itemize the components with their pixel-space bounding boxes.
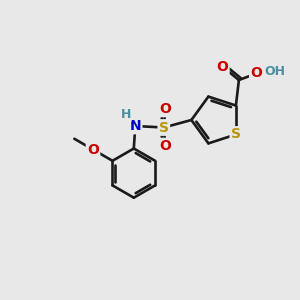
Text: O: O [159,139,171,153]
Text: O: O [159,102,171,116]
Text: O: O [217,59,228,74]
Text: O: O [87,142,99,157]
Text: OH: OH [265,65,286,78]
Text: H: H [121,108,131,121]
Text: S: S [231,128,241,142]
Text: N: N [130,119,141,133]
Text: O: O [250,66,262,80]
Text: S: S [159,121,169,134]
